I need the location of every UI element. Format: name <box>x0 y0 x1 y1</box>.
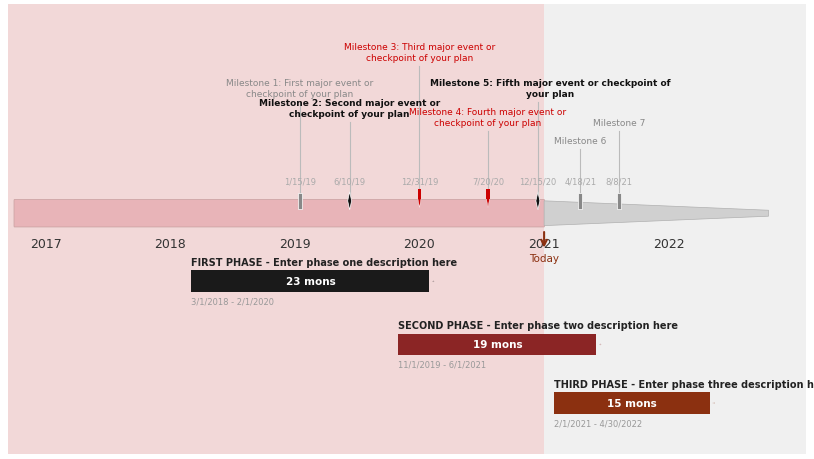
Text: 6/10/19: 6/10/19 <box>334 178 365 186</box>
Text: 2020: 2020 <box>404 237 435 250</box>
Text: Milestone 5: Fifth major event or checkpoint of
your plan: Milestone 5: Fifth major event or checkp… <box>430 79 671 99</box>
Bar <box>8 5 544 454</box>
Bar <box>398 334 597 355</box>
Text: 8/8/21: 8/8/21 <box>606 178 632 186</box>
Text: 7/20/20: 7/20/20 <box>472 178 504 186</box>
Bar <box>578 193 583 209</box>
Text: Milestone 6: Milestone 6 <box>554 137 606 146</box>
Text: FIRST PHASE - Enter phase one description here: FIRST PHASE - Enter phase one descriptio… <box>191 257 457 267</box>
Text: Milestone 7: Milestone 7 <box>593 119 645 128</box>
Text: 2019: 2019 <box>279 237 311 250</box>
Polygon shape <box>348 192 352 210</box>
Text: 4/18/21: 4/18/21 <box>564 178 597 186</box>
Text: THIRD PHASE - Enter phase three description here: THIRD PHASE - Enter phase three descript… <box>554 379 814 389</box>
Text: 12/31/19: 12/31/19 <box>400 178 438 186</box>
Text: Milestone 4: Fourth major event or
checkpoint of your plan: Milestone 4: Fourth major event or check… <box>409 108 567 128</box>
Text: 11/1/2019 - 6/1/2021: 11/1/2019 - 6/1/2021 <box>398 360 487 369</box>
Polygon shape <box>536 192 540 210</box>
Text: 1/15/19: 1/15/19 <box>284 178 316 186</box>
Text: Milestone 2: Second major event or
checkpoint of your plan: Milestone 2: Second major event or check… <box>259 99 440 119</box>
Bar <box>544 5 806 454</box>
Text: 2022: 2022 <box>653 237 685 250</box>
Text: 2017: 2017 <box>29 237 61 250</box>
Text: 19 mons: 19 mons <box>473 340 522 350</box>
Text: 2018: 2018 <box>155 237 186 250</box>
Bar <box>487 189 490 199</box>
Bar <box>298 193 302 209</box>
FancyBboxPatch shape <box>14 200 545 228</box>
Polygon shape <box>487 199 490 208</box>
Bar <box>191 271 430 292</box>
Text: 12/15/20: 12/15/20 <box>519 178 557 186</box>
Text: Milestone 1: First major event or
checkpoint of your plan: Milestone 1: First major event or checkp… <box>226 79 374 99</box>
Text: 2021: 2021 <box>528 237 560 250</box>
Text: 15 mons: 15 mons <box>607 398 657 408</box>
Text: Milestone 3: Third major event or
checkpoint of your plan: Milestone 3: Third major event or checkp… <box>344 43 495 63</box>
Bar <box>617 193 621 209</box>
Text: SECOND PHASE - Enter phase two description here: SECOND PHASE - Enter phase two descripti… <box>398 320 678 330</box>
Polygon shape <box>418 199 421 208</box>
Text: 23 mons: 23 mons <box>286 277 335 287</box>
Text: 3/1/2018 - 2/1/2020: 3/1/2018 - 2/1/2020 <box>191 297 274 306</box>
Text: 2/1/2021 - 4/30/2022: 2/1/2021 - 4/30/2022 <box>554 419 642 427</box>
Polygon shape <box>544 202 768 226</box>
Text: Today: Today <box>529 253 559 263</box>
Bar <box>418 189 421 199</box>
Bar <box>554 392 710 414</box>
